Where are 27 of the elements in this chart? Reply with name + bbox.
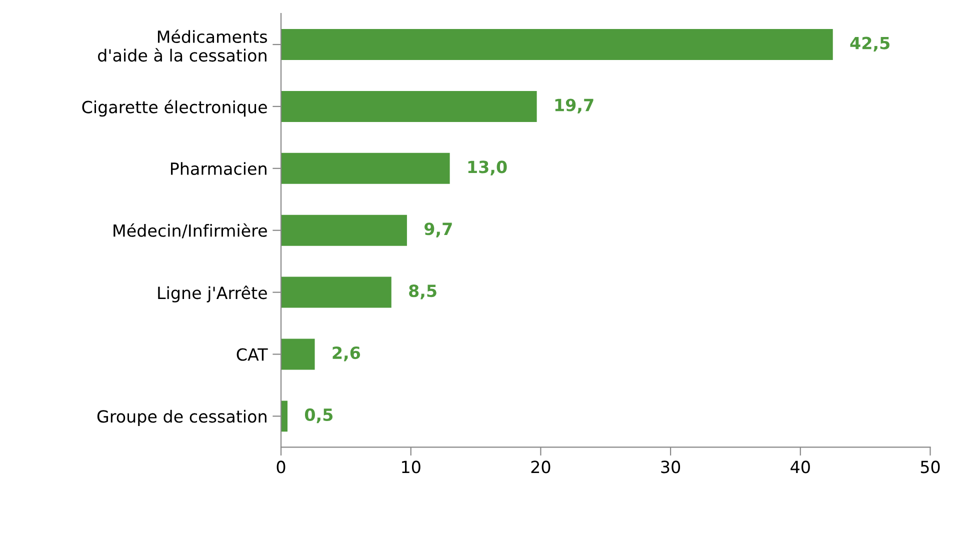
x-tick-label: 0	[276, 460, 286, 474]
x-tick-label: 30	[661, 460, 680, 474]
bar	[281, 214, 407, 246]
data-label: 0,5	[304, 408, 333, 424]
y-tick-label: Pharmacien	[171, 162, 266, 175]
bar	[281, 400, 288, 432]
x-tick-label: 50	[920, 460, 940, 474]
data-label: 13,0	[468, 160, 507, 176]
data-label: 42,5	[850, 36, 890, 52]
y-tick-label: Ligne j'Arrête	[158, 286, 267, 302]
bar	[281, 338, 315, 370]
x-tick-label: 40	[790, 460, 810, 474]
y-tick-label: Groupe de cessation	[97, 410, 266, 426]
y-tick-label: CAT	[236, 348, 268, 361]
y-tick-label: Cigarette électronique	[82, 100, 267, 117]
bar	[281, 29, 833, 60]
bar	[281, 90, 537, 122]
data-label: 9,7	[424, 222, 452, 238]
data-label: 8,5	[409, 284, 436, 300]
bar	[281, 152, 450, 184]
y-tick-label: Médicaments d'aide à la cessation	[98, 29, 267, 62]
y-tick-label: Médecin/Infirmière	[114, 223, 267, 238]
x-tick-label: 10	[402, 460, 420, 474]
x-tick-label: 20	[531, 460, 550, 474]
data-label: 2,6	[332, 346, 360, 362]
bar	[281, 276, 392, 308]
data-label: 19,7	[555, 98, 594, 114]
